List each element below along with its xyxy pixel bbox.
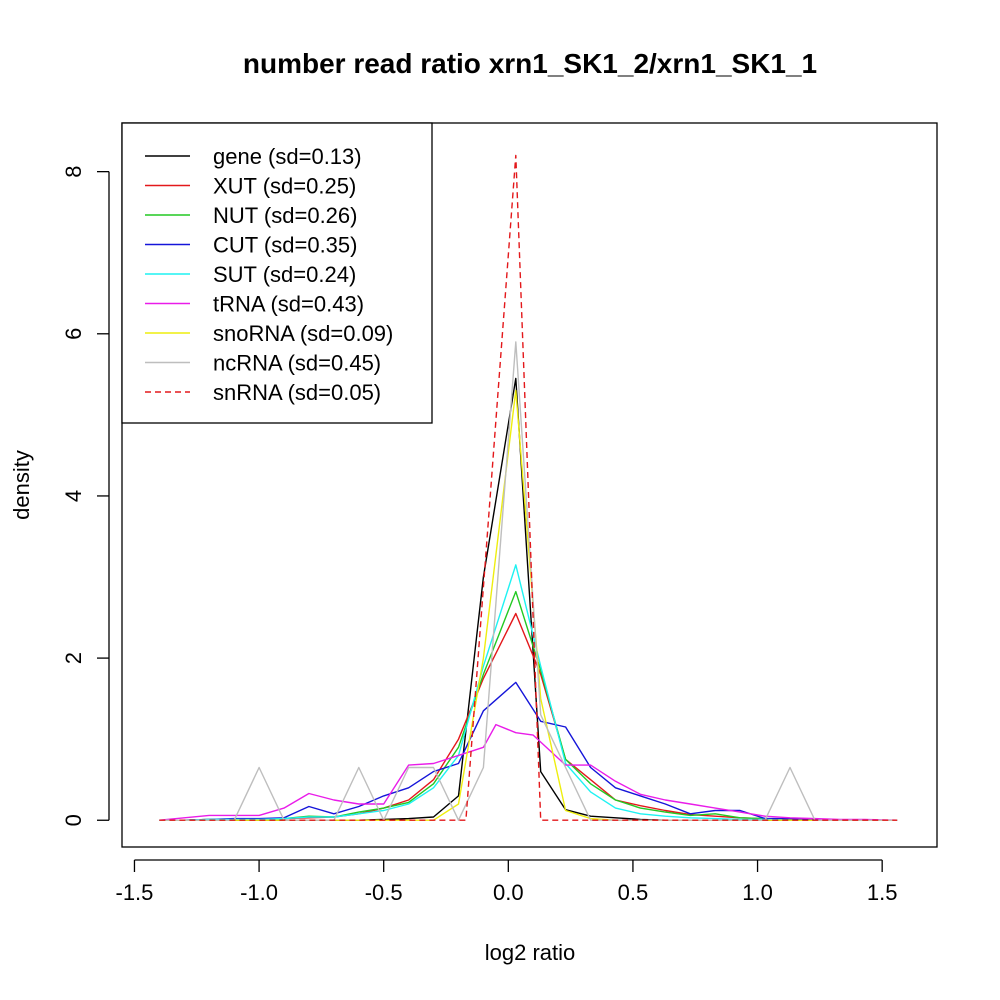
plot-frame: [121, 122, 938, 848]
series-line-7: [159, 341, 898, 821]
legend-label: snoRNA (sd=0.09): [213, 321, 393, 346]
y-axis-label: density: [9, 450, 34, 520]
series-layer: [159, 154, 898, 821]
y-axis: 0 2 4 6 8: [61, 166, 110, 826]
x-axis: -1.5 -1.0 -0.5 0.0 0.5 1.0 1.5: [116, 859, 898, 905]
y-tick-label: 0: [61, 814, 86, 826]
x-tick-label: -0.5: [365, 880, 403, 905]
y-tick-label: 4: [61, 490, 86, 502]
legend-label: XUT (sd=0.25): [213, 174, 356, 199]
legend-label: gene (sd=0.13): [213, 144, 362, 169]
y-tick-label: 6: [61, 328, 86, 340]
legend-label: snRNA (sd=0.05): [213, 380, 381, 405]
y-tick-label: 2: [61, 652, 86, 664]
x-tick-label: -1.0: [240, 880, 278, 905]
x-tick-label: 1.0: [742, 880, 773, 905]
series-line-8: [159, 154, 898, 821]
legend-label: tRNA (sd=0.43): [213, 292, 364, 317]
legend-box: [121, 122, 433, 424]
series-line-3: [159, 681, 898, 821]
x-axis-label: log2 ratio: [485, 940, 576, 965]
legend-label: SUT (sd=0.24): [213, 262, 356, 287]
chart-title: number read ratio xrn1_SK1_2/xrn1_SK1_1: [243, 48, 817, 79]
legend-label: CUT (sd=0.35): [213, 233, 357, 258]
y-tick-label: 8: [61, 166, 86, 178]
legend-label: ncRNA (sd=0.45): [213, 351, 381, 376]
legend-label: NUT (sd=0.26): [213, 203, 357, 228]
x-tick-label: -1.5: [116, 880, 154, 905]
x-tick-label: 0.0: [493, 880, 524, 905]
legend: gene (sd=0.13) XUT (sd=0.25) NUT (sd=0.26)…: [121, 122, 433, 424]
series-line-5: [159, 723, 898, 821]
x-tick-label: 0.5: [618, 880, 649, 905]
x-tick-label: 1.5: [867, 880, 898, 905]
